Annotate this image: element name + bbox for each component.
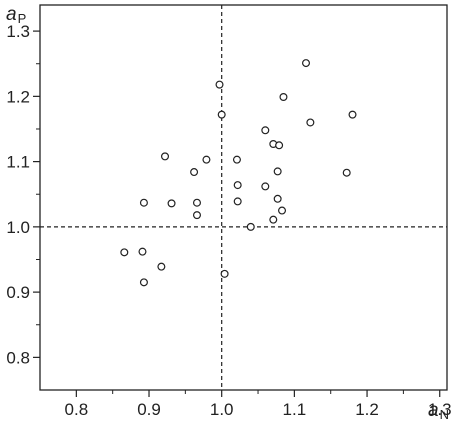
data-point (233, 197, 242, 206)
data-point (217, 110, 226, 119)
data-point (192, 198, 201, 207)
data-point (215, 80, 224, 89)
x-tick-label: 0.8 (65, 400, 89, 419)
data-point (246, 222, 255, 231)
data-point (192, 211, 201, 220)
data-point (348, 110, 357, 119)
data-point (157, 262, 166, 271)
data-point (167, 199, 176, 208)
data-point (261, 126, 270, 135)
y-tick-label: 1.2 (6, 87, 30, 106)
data-point (139, 278, 148, 287)
data-point (306, 118, 315, 127)
plot-frame (39, 4, 448, 391)
y-tick-label: 1.3 (6, 22, 30, 41)
y-axis-title: aP (6, 4, 26, 26)
data-point (275, 141, 284, 150)
data-point (269, 215, 278, 224)
data-point (273, 194, 282, 203)
y-tick-label: 0.8 (6, 348, 30, 367)
x-tick-label: 1.1 (283, 400, 307, 419)
data-point (233, 181, 242, 190)
x-tick-label: 1.2 (355, 400, 379, 419)
data-point (261, 182, 270, 191)
data-point (279, 93, 288, 102)
data-point (278, 206, 287, 215)
x-axis-title: aN (428, 400, 449, 422)
x-tick-label: 1.3 (428, 400, 452, 419)
data-point (120, 248, 129, 257)
y-tick-label: 1.1 (6, 153, 30, 172)
data-point (273, 167, 282, 176)
y-tick-label: 1.0 (6, 218, 30, 237)
data-point (342, 168, 351, 177)
x-tick-label: 1.0 (210, 400, 234, 419)
data-point (232, 155, 241, 164)
data-point (220, 269, 229, 278)
data-point (202, 155, 211, 164)
data-point (190, 168, 199, 177)
data-point (139, 198, 148, 207)
x-tick-label: 0.9 (137, 400, 161, 419)
data-point (302, 59, 311, 68)
y-tick-label: 0.9 (6, 283, 30, 302)
data-point (161, 152, 170, 161)
data-point (138, 247, 147, 256)
